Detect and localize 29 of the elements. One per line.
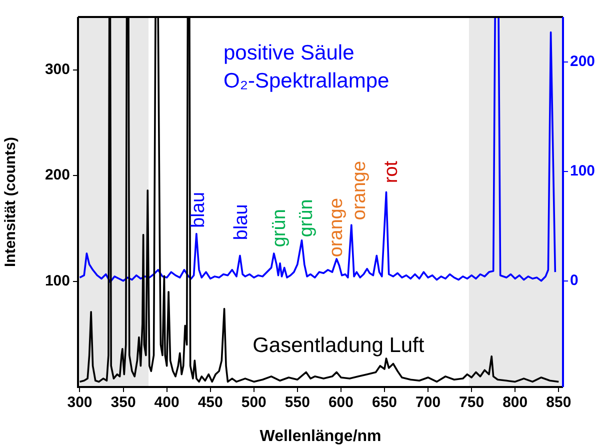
x-tick-label: 650: [372, 394, 398, 412]
x-tick-label: 800: [502, 394, 528, 412]
annotation: grün: [296, 199, 317, 238]
y-tick-label: 300: [44, 61, 70, 78]
x-tick-label: 700: [416, 394, 441, 412]
x-tick-label: 500: [241, 394, 266, 412]
x-axis-title: Wellenlänge/nm: [260, 428, 382, 445]
y2-tick-label: 0: [570, 272, 578, 289]
text: positive Säule O₂-Spektrallampe: [224, 42, 390, 93]
series-label: Gasentladung Luft: [252, 334, 424, 357]
x-tick-label: 600: [328, 394, 354, 412]
x-tick-label: 350: [110, 394, 136, 412]
y-tick-label: 100: [44, 272, 70, 290]
annotation: orange: [348, 160, 370, 220]
x-tick-label: 750: [459, 394, 484, 412]
y2-tick-label: 100: [570, 162, 596, 180]
y2-tick-label: 200: [570, 53, 596, 70]
annotation: blau: [188, 192, 209, 228]
annotation: rot: [380, 160, 402, 184]
x-tick-label: 300: [67, 394, 92, 412]
x-tick-label: 550: [284, 394, 310, 412]
annotation: orange: [326, 198, 348, 258]
y-tick-label: 200: [44, 166, 70, 184]
x-tick-label: 450: [198, 394, 223, 412]
y-axis-title: Intensität (counts): [2, 137, 20, 267]
x-tick-label: 850: [546, 394, 572, 412]
annotation: blau: [230, 204, 252, 240]
annotation: grün: [268, 209, 290, 248]
x-tick-label: 400: [154, 394, 180, 412]
